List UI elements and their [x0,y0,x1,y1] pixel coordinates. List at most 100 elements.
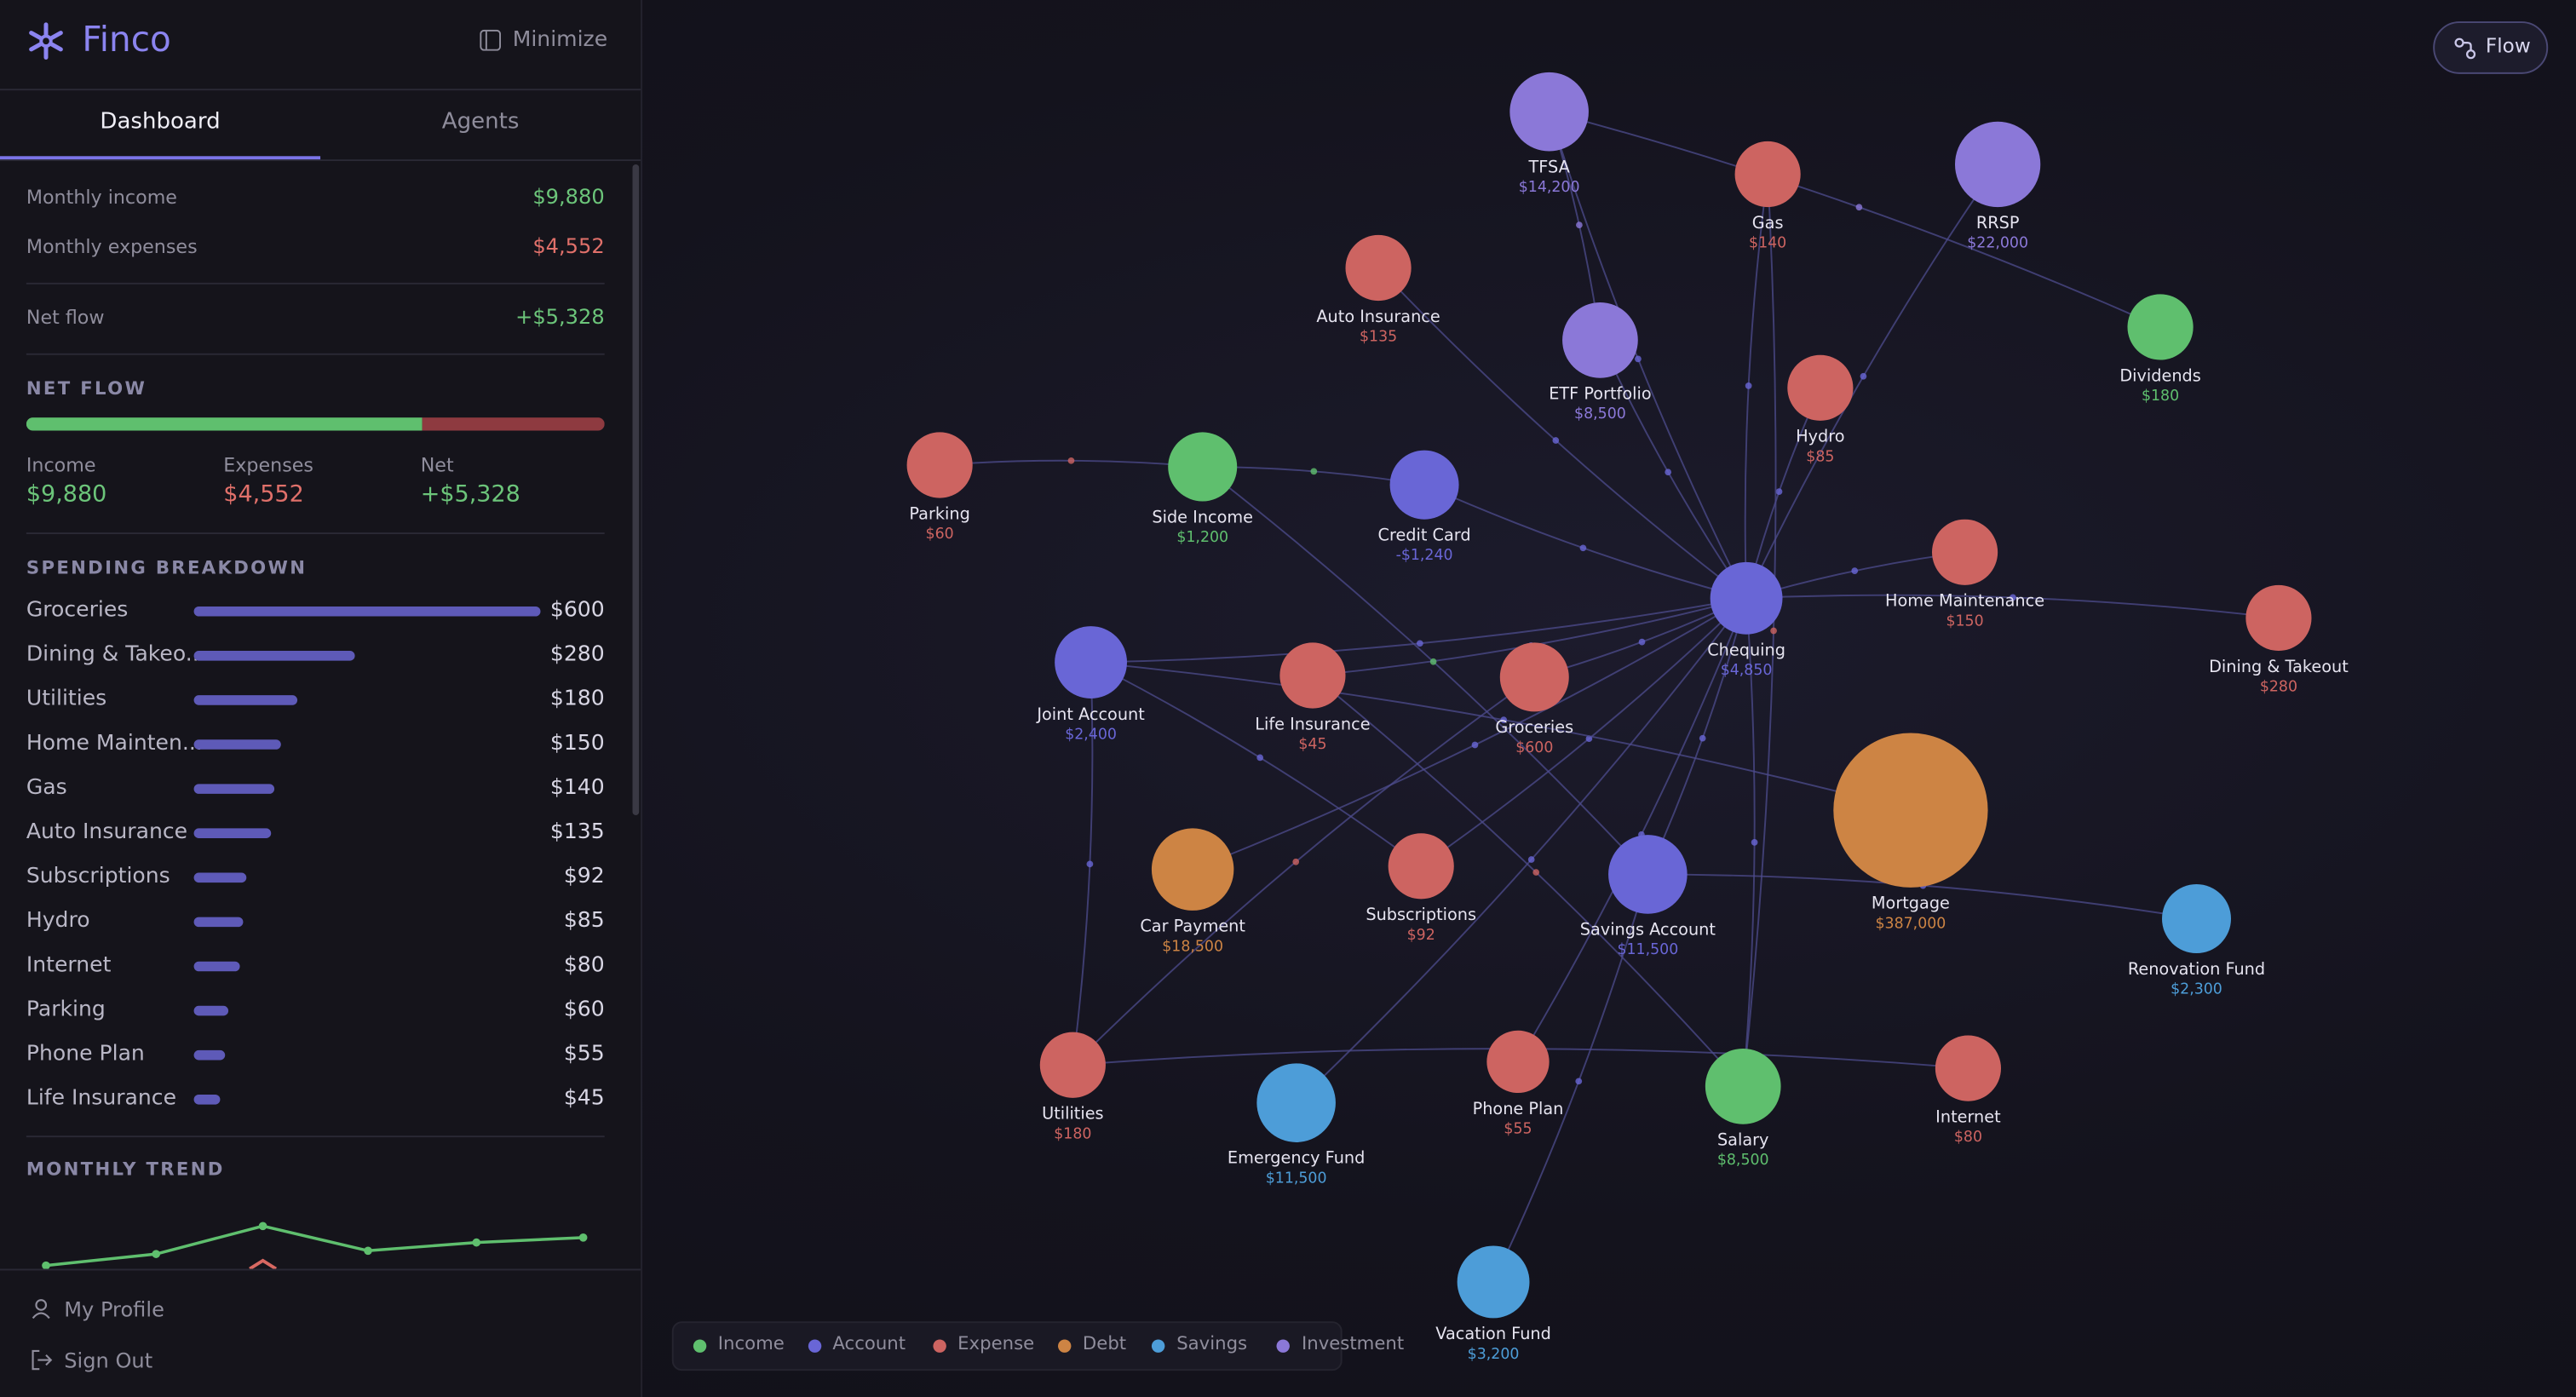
node-label: Phone Plan [1473,1099,1564,1118]
category-label: Life Insurance [26,1086,177,1112]
node-label: RRSP [1976,213,2020,233]
node[interactable] [1389,450,1459,520]
node[interactable] [1787,354,1854,421]
category-label: Subscriptions [26,864,170,889]
node[interactable] [1710,561,1783,635]
flow-dot [1575,1078,1583,1085]
node[interactable] [1935,1035,2001,1101]
node-label: Chequing [1707,641,1785,660]
node-label: Utilities [1042,1104,1103,1124]
flow-dot [1292,858,1300,865]
section-title: NET FLOW [26,377,147,400]
node[interactable] [2127,294,2194,360]
spending-bar [193,872,247,883]
node-label: Credit Card [1378,525,1471,544]
node-amount: $45 [1298,736,1326,753]
node[interactable] [1168,432,1238,502]
flow-dot [1067,457,1075,464]
node-label: Life Insurance [1255,714,1370,733]
node[interactable] [1457,1245,1530,1319]
node-amount: $600 [1515,739,1553,756]
node[interactable] [1151,828,1234,911]
trend-chart [42,1222,588,1269]
flow-dot [1532,869,1540,876]
node[interactable] [1931,519,1998,585]
node[interactable] [1256,1063,1336,1142]
category-label: Auto Insurance [26,819,188,845]
node-label: Parking [909,503,969,523]
net-flow-value: $4,552 [223,481,304,509]
flow-dot [1775,488,1783,495]
legend-swatch [933,1339,946,1353]
category-label: Hydro [26,908,90,934]
node[interactable] [1833,733,1988,888]
node[interactable] [1388,833,1454,900]
legend-label: Account [832,1332,906,1354]
sidebar: Finco Minimize Dashboard Agents Monthly … [0,0,643,1397]
menu-item[interactable]: Sign Out [64,1348,153,1373]
legend-swatch [1057,1339,1072,1353]
node[interactable] [1055,626,1127,698]
node-amount: $11,500 [1617,941,1678,958]
legend-swatch [1152,1339,1165,1353]
section-title: MONTHLY TREND [26,1158,225,1181]
node[interactable] [1345,234,1412,302]
flow-dot [1256,754,1264,762]
node[interactable] [1499,642,1569,712]
legend: Income Account Expense Debt Savings Investmen… [671,1321,1404,1371]
summary-label: Monthly income [26,186,177,210]
section-title: SPENDING BREAKDOWN [26,557,308,579]
flow-dot [2010,594,2016,601]
flow-dot [1855,204,1863,211]
flow-icon [2454,37,2476,60]
summary-value: $4,552 [532,233,605,258]
node-amount: $387,000 [1876,915,1946,932]
node[interactable] [2161,884,2231,954]
minimize-button[interactable]: Minimize [512,27,608,53]
edge [1599,339,1747,599]
flow-dot [1635,355,1642,363]
spending-bar [193,739,281,750]
node[interactable] [1734,141,1801,208]
amount-label: $55 [563,1042,605,1067]
node[interactable] [1562,302,1638,378]
category-label: Internet [26,953,112,978]
node[interactable] [1279,642,1346,709]
node[interactable] [1705,1048,1781,1124]
node[interactable] [1039,1032,1106,1098]
edge [1423,484,1747,600]
node[interactable] [1486,1030,1550,1094]
flow-dot [1860,372,1867,380]
legend-swatch [808,1339,821,1353]
node[interactable] [2245,584,2312,652]
node-amount: $8,500 [1574,405,1626,423]
profile-icon [32,1299,50,1319]
node-amount: $280 [2260,678,2297,695]
node-label: Side Income [1152,507,1253,526]
sign-out-icon [32,1349,53,1371]
tab[interactable]: Dashboard [100,108,221,135]
scrollbar [632,164,640,815]
node[interactable] [1608,835,1688,914]
node-amount: $14,200 [1519,179,1580,196]
node-amount: $180 [1054,1125,1091,1142]
node-amount: $140 [1749,235,1786,252]
minimize-icon[interactable] [480,29,502,51]
flow-label: Flow [2485,34,2531,58]
node-amount: $18,500 [1162,938,1223,955]
flow-dot [1416,640,1423,647]
amount-label: $150 [549,731,605,756]
tab[interactable]: Agents [441,108,520,135]
net-flow-label: Expenses [223,453,313,477]
flow-dot [1310,468,1318,475]
spending-bar [193,828,273,838]
node[interactable] [1509,72,1589,152]
node[interactable] [1954,121,2041,208]
flow-button[interactable]: Flow [2433,21,2549,74]
menu-item[interactable]: My Profile [64,1296,164,1322]
node[interactable] [906,432,973,498]
node-amount: $2,300 [2171,981,2222,998]
legend-label: Income [717,1332,785,1354]
